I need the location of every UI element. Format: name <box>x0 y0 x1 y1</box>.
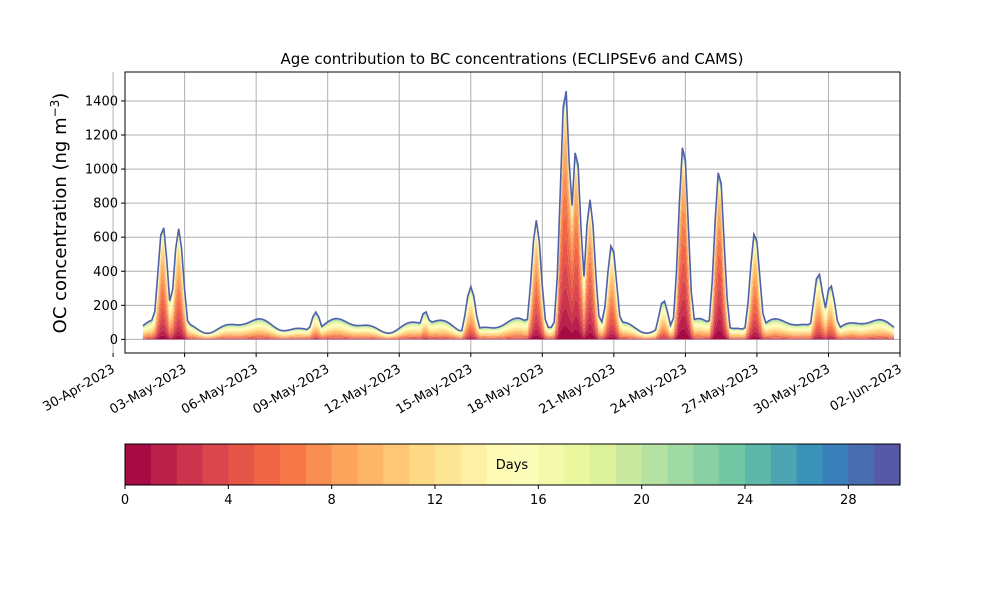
colorbar-bin <box>460 444 488 485</box>
colorbar-bin <box>435 444 462 485</box>
colorbar-bin <box>254 444 281 485</box>
x-tick-label: 27-May-2023 <box>680 362 762 418</box>
y-tick-label: 1000 <box>85 163 118 178</box>
colorbar-bin <box>202 444 229 485</box>
age-band-15 <box>142 105 894 336</box>
age-band-13 <box>142 109 894 337</box>
y-tick-label: 0 <box>110 333 118 348</box>
x-tick-label: 24-May-2023 <box>608 362 690 418</box>
x-tick-label: 02-Jun-2023 <box>828 362 905 415</box>
colorbar-bin <box>770 444 798 485</box>
chart-title: Age contribution to BC concentrations (E… <box>281 50 744 68</box>
colorbar-frame <box>124 443 901 486</box>
age-band-18 <box>142 102 894 335</box>
total-line <box>142 91 895 335</box>
colorbar-bin <box>615 444 643 485</box>
colorbar-bin <box>125 444 152 485</box>
y-axis: 0 200 400 600 800 1000 1200 1400 <box>85 94 125 348</box>
age-band-19 <box>142 101 894 335</box>
age-band-26 <box>142 94 894 334</box>
colorbar-tick-label: 24 <box>737 493 754 508</box>
colorbar-tick-label: 12 <box>427 493 444 508</box>
colorbar-tick-label: 8 <box>328 493 336 508</box>
colorbar-bin <box>176 444 204 485</box>
colorbar-label: Days <box>496 458 529 473</box>
colorbar-bin <box>745 444 772 485</box>
y-tick-label: 600 <box>93 231 118 246</box>
y-tick-label: 1200 <box>85 129 118 144</box>
colorbar-bin <box>383 444 410 485</box>
age-band-21 <box>142 99 894 334</box>
colorbar-bin <box>667 444 694 485</box>
colorbar-bin <box>409 444 436 485</box>
x-tick-label: 18-May-2023 <box>465 362 547 418</box>
colorbar-bin <box>357 444 384 485</box>
colorbar-bin <box>512 444 539 485</box>
colorbar-bin <box>564 444 591 485</box>
x-tick-label: 09-May-2023 <box>251 362 333 418</box>
colorbar-bin <box>590 444 617 485</box>
x-tick-label: 03-May-2023 <box>107 362 189 418</box>
colorbar-bin <box>486 444 514 485</box>
colorbar-bin <box>796 444 824 485</box>
age-band-11 <box>142 118 894 337</box>
age-band-23 <box>142 97 894 334</box>
colorbar-bin <box>150 444 178 485</box>
age-band-27 <box>142 93 894 334</box>
colorbar-bin <box>305 444 333 485</box>
colorbar: 0 4 8 12 16 20 24 28 <box>121 443 901 508</box>
y-tick-label: 800 <box>93 197 118 212</box>
y-tick-label: 200 <box>93 299 118 314</box>
age-band-29 <box>142 91 894 334</box>
age-band-12 <box>142 113 894 337</box>
age-band-25 <box>142 95 894 334</box>
grid <box>112 72 901 353</box>
plot-frame <box>124 71 901 354</box>
age-band-5 <box>142 212 894 339</box>
colorbar-bin <box>693 444 720 485</box>
y-axis-label: OC concentration (ng m−3) <box>48 93 71 334</box>
y-tick-label: 400 <box>93 265 118 280</box>
colorbar-bin <box>280 444 307 485</box>
colorbar-bin <box>228 444 255 485</box>
colorbar-bin <box>641 444 669 485</box>
colorbar-bin <box>719 444 746 485</box>
x-tick-label: 21-May-2023 <box>537 362 619 418</box>
colorbar-tick-label: 0 <box>121 493 129 508</box>
colorbar-bin <box>874 444 901 485</box>
age-area-stack <box>142 91 895 340</box>
colorbar-bin <box>822 444 849 485</box>
colorbar-bin <box>538 444 565 485</box>
x-tick-label: 30-Apr-2023 <box>40 362 117 415</box>
colorbar-bin <box>848 444 875 485</box>
y-tick-label: 1400 <box>85 94 118 109</box>
age-band-24 <box>142 96 894 334</box>
x-tick-label: 15-May-2023 <box>394 362 476 418</box>
age-band-17 <box>142 103 894 335</box>
x-tick-label: 06-May-2023 <box>179 362 261 418</box>
colorbar-bin <box>331 444 359 485</box>
age-band-4 <box>142 237 894 339</box>
age-band-14 <box>142 107 894 336</box>
colorbar-tick-label: 16 <box>530 493 547 508</box>
age-band-8 <box>142 150 894 338</box>
colorbar-tick-label: 28 <box>840 493 857 508</box>
age-band-28 <box>142 92 894 334</box>
age-band-7 <box>142 167 894 339</box>
x-tick-label: 30-May-2023 <box>751 362 833 418</box>
colorbar-tick-label: 4 <box>224 493 232 508</box>
age-band-22 <box>142 98 894 334</box>
x-tick-label: 12-May-2023 <box>322 362 404 418</box>
x-axis: 30-Apr-202303-May-202306-May-202309-May-… <box>40 353 905 418</box>
age-band-16 <box>142 104 894 335</box>
age-band-6 <box>142 189 894 339</box>
colorbar-tick-label: 20 <box>633 493 650 508</box>
